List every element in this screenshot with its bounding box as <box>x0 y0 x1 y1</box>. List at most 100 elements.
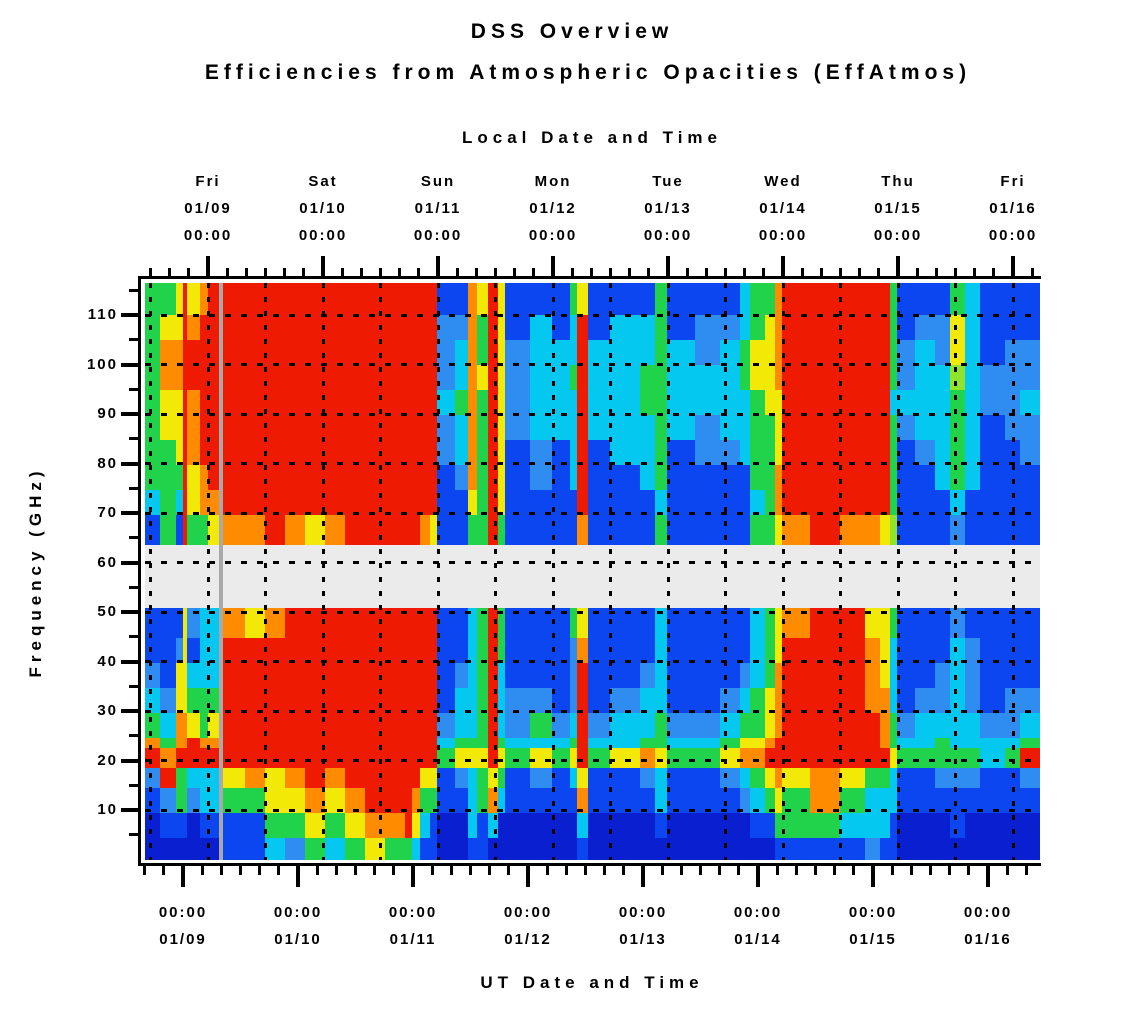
heatmap-cell <box>160 415 176 440</box>
top-minor-tick <box>762 268 766 277</box>
heatmap-cell <box>935 738 950 748</box>
heatmap-cell <box>552 315 570 340</box>
heatmap-cell <box>655 738 667 748</box>
heatmap-cell <box>265 315 285 340</box>
heatmap-cell <box>468 608 477 638</box>
heatmap-cell <box>577 748 588 768</box>
heatmap-cell <box>345 340 365 365</box>
heatmap-cell <box>897 713 915 738</box>
heatmap-cell <box>740 283 750 315</box>
heatmap-cell <box>1020 365 1040 390</box>
heatmap-cell <box>325 768 345 788</box>
heatmap-cell <box>577 365 588 390</box>
heatmap-cell <box>720 415 740 440</box>
heatmap-cell <box>430 768 437 788</box>
heatmap-cell <box>865 415 880 440</box>
heatmap-cell <box>437 608 455 638</box>
heatmap-cell <box>455 663 468 688</box>
heatmap-cell <box>385 315 405 340</box>
top-axis-time-label: 00:00 <box>183 227 233 244</box>
heatmap-cell <box>430 608 437 638</box>
heatmap-cell <box>221 515 245 545</box>
heatmap-cell <box>200 738 208 748</box>
heatmap-cell <box>915 713 935 738</box>
heatmap-cell <box>305 713 325 738</box>
heatmap-cell <box>588 515 610 545</box>
heatmap-cell <box>980 663 1005 688</box>
heatmap-cell <box>890 415 897 440</box>
heatmap-cell <box>285 440 305 465</box>
heatmap-cell <box>530 638 552 663</box>
heatmap-cell <box>488 788 498 813</box>
heatmap-cell <box>765 465 775 490</box>
heatmap-cell <box>552 838 570 860</box>
y-major-tick <box>121 610 138 615</box>
heatmap-cell <box>405 340 412 365</box>
heatmap-cell <box>570 738 577 748</box>
heatmap-cell <box>345 738 365 748</box>
heatmap-cell <box>345 768 365 788</box>
heatmap-cell <box>505 415 530 440</box>
heatmap-cell <box>740 608 750 638</box>
heatmap-cell <box>915 608 935 638</box>
heatmap-cell <box>345 283 365 315</box>
heatmap-cell <box>897 415 915 440</box>
heatmap-cell <box>305 283 325 315</box>
heatmap-cell <box>915 813 935 838</box>
heatmap-cell <box>208 663 221 688</box>
heatmap-cell <box>345 440 365 465</box>
heatmap-cell <box>720 515 740 545</box>
bottom-minor-tick <box>584 866 587 875</box>
heatmap-cell <box>965 663 980 688</box>
heatmap-cell <box>640 490 655 515</box>
heatmap-cell <box>420 748 430 768</box>
bottom-minor-tick <box>814 866 817 875</box>
top-axis-day-label: Mon <box>534 173 572 190</box>
heatmap-cell <box>221 440 245 465</box>
heatmap-cell <box>935 490 950 515</box>
heatmap-cell <box>775 515 782 545</box>
top-minor-tick <box>225 268 229 277</box>
heatmap-cell <box>305 788 325 813</box>
heatmap-cell <box>782 465 810 490</box>
heatmap-cell <box>245 390 265 415</box>
heatmap-cell <box>221 713 245 738</box>
heatmap-cell <box>305 638 325 663</box>
heatmap-cell <box>468 838 477 860</box>
heatmap-cell <box>420 663 430 688</box>
heatmap-cell <box>588 390 610 415</box>
heatmap-cell <box>468 688 477 713</box>
heatmap-cell <box>740 638 750 663</box>
heatmap-cell <box>570 838 577 860</box>
heatmap-cell <box>285 515 305 545</box>
heatmap-cell <box>840 340 865 365</box>
heatmap-cell <box>695 663 720 688</box>
heatmap-cell <box>840 440 865 465</box>
heatmap-cell <box>325 788 345 813</box>
heatmap-cell <box>865 440 880 465</box>
top-minor-tick <box>685 268 689 277</box>
heatmap-cell <box>588 748 610 768</box>
heatmap-cell <box>865 490 880 515</box>
heatmap-cell <box>720 768 740 788</box>
heatmap-cell <box>160 768 176 788</box>
heatmap-cell <box>740 688 750 713</box>
heatmap-cell <box>640 390 655 415</box>
heatmap-cell <box>176 315 183 340</box>
y-axis-title: Frequency (GHz) <box>26 466 45 678</box>
bottom-minor-tick <box>737 866 741 875</box>
y-minor-tick <box>129 536 138 540</box>
heatmap-cell <box>667 283 695 315</box>
heatmap-cell <box>1020 490 1040 515</box>
y-major-tick <box>121 659 138 664</box>
heatmap-cell <box>640 738 655 748</box>
top-major-tick <box>551 256 555 277</box>
heatmap-cell <box>488 813 498 838</box>
heatmap-cell <box>775 688 782 713</box>
heatmap-cell <box>498 748 505 768</box>
page-title-line2: Efficiencies from Atmospheric Opacities … <box>204 61 972 84</box>
heatmap-cell <box>488 738 498 748</box>
heatmap-cell <box>385 813 405 838</box>
heatmap-cell <box>640 440 655 465</box>
heatmap-cell <box>183 838 187 860</box>
